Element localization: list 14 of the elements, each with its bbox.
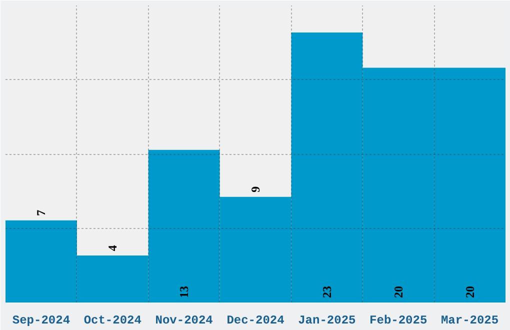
data-label: 20 xyxy=(391,286,406,298)
x-tick-label: Sep-2024 xyxy=(12,314,70,328)
data-label: 23 xyxy=(320,286,334,298)
data-label: 7 xyxy=(34,210,48,216)
x-tick-label: Oct-2024 xyxy=(84,314,142,328)
data-label: 20 xyxy=(462,286,477,298)
x-tick-label: Jan-2025 xyxy=(298,314,356,328)
x-tick-label: Feb-2025 xyxy=(370,314,428,328)
x-tick-label: Nov-2024 xyxy=(155,314,213,328)
x-tick-label: Dec-2024 xyxy=(226,314,284,328)
data-label: 13 xyxy=(177,286,192,298)
data-label: 4 xyxy=(106,245,120,252)
x-tick-label: Mar-2025 xyxy=(440,314,499,328)
data-label: 9 xyxy=(248,186,262,192)
